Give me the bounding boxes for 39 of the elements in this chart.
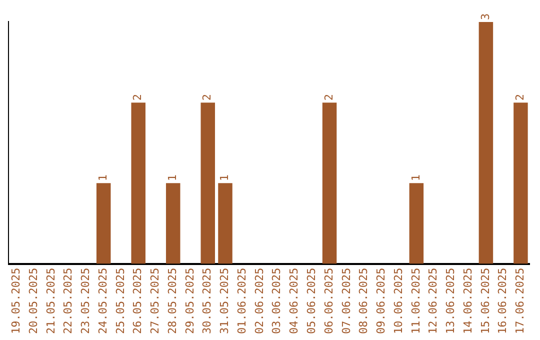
data-label: 1 [96, 174, 110, 182]
x-tick-label: 27.05.2025 [148, 268, 162, 334]
x-tick-label: 16.06.2025 [496, 268, 510, 334]
data-label: 1 [409, 174, 422, 182]
x-tick-label: 29.05.2025 [183, 268, 196, 334]
x-tick-label: 21.05.2025 [44, 268, 58, 334]
data-label: 2 [514, 94, 527, 101]
x-tick-label: 05.06.2025 [305, 268, 318, 334]
x-tick-label: 14.06.2025 [461, 268, 474, 334]
x-tick-label: 08.06.2025 [357, 268, 370, 334]
x-tick-label: 22.05.2025 [62, 268, 75, 334]
x-tick-label: 04.06.2025 [288, 268, 301, 334]
data-label: 3 [478, 13, 492, 20]
data-label: 1 [218, 174, 232, 182]
x-tick-label: 19.05.2025 [10, 268, 23, 334]
x-tick-label: 25.05.2025 [114, 268, 127, 334]
x-tick-label: 11.06.2025 [409, 268, 422, 334]
x-tick-label: 24.05.2025 [96, 268, 110, 334]
x-tick-label: 28.05.2025 [166, 268, 179, 334]
x-tick-label: 10.06.2025 [392, 268, 405, 334]
x-tick-label: 20.05.2025 [26, 268, 40, 334]
x-tick-label: 02.06.2025 [252, 268, 266, 334]
data-label: 2 [322, 94, 336, 101]
x-tick-label: 06.06.2025 [322, 268, 336, 334]
x-tick-label: 03.06.2025 [270, 268, 284, 334]
x-tick-label: 13.06.2025 [444, 268, 458, 334]
x-tick-label: 15.06.2025 [478, 268, 492, 334]
x-tick-label: 01.06.2025 [235, 268, 248, 334]
data-label: 1 [166, 174, 179, 182]
x-tick-label: 26.05.2025 [131, 268, 144, 334]
x-tick-label: 30.05.2025 [200, 268, 214, 334]
x-tick-label: 07.06.2025 [340, 268, 353, 334]
data-label: 2 [200, 94, 214, 101]
x-tick-label: 09.06.2025 [374, 268, 388, 334]
x-tick-label: 31.05.2025 [218, 268, 232, 334]
x-tick-label: 23.05.2025 [79, 268, 92, 334]
x-tick-label: 12.06.2025 [426, 268, 440, 334]
x-tick-label: 17.06.2025 [514, 268, 527, 334]
data-label: 2 [131, 94, 144, 101]
